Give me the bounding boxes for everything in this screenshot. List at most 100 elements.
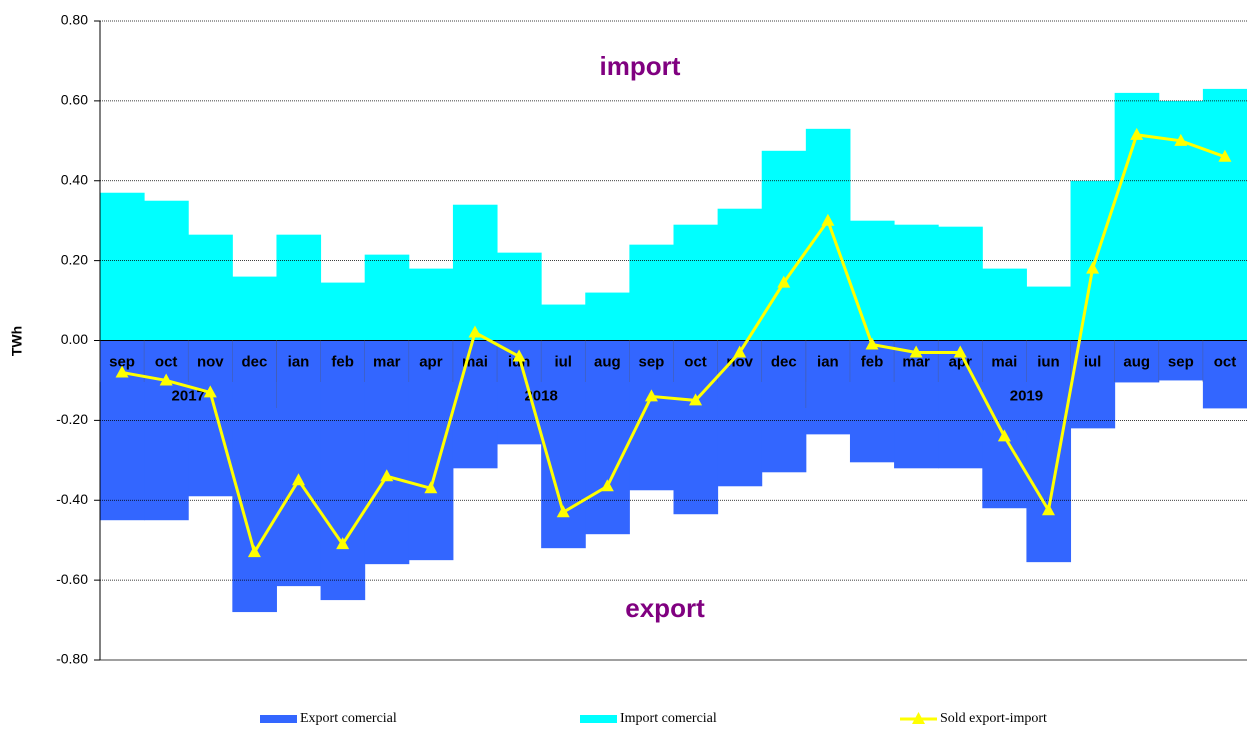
- y-tick-label: 0.20: [61, 251, 88, 267]
- bar: [276, 340, 322, 587]
- year-label: 2017: [172, 387, 205, 404]
- y-tick-label: -0.20: [56, 411, 88, 427]
- bar: [408, 268, 454, 341]
- x-tick-label: oct: [155, 353, 178, 370]
- year-label: 2019: [1010, 387, 1043, 404]
- bar: [894, 224, 939, 341]
- y-axis-label: TWh: [9, 326, 25, 356]
- bar: [673, 224, 719, 341]
- bar: [408, 340, 454, 561]
- bar: [629, 244, 674, 341]
- marker: [336, 537, 350, 550]
- bar: [1202, 88, 1247, 341]
- bar: [894, 340, 939, 469]
- bar: [497, 252, 542, 341]
- x-tick-label: aug: [1123, 353, 1150, 370]
- bar: [1026, 286, 1072, 341]
- x-tick-label: feb: [331, 353, 354, 370]
- x-tick-label: dec: [241, 353, 267, 370]
- bar: [541, 304, 586, 341]
- bar: [982, 340, 1027, 509]
- bar: [805, 340, 851, 435]
- x-tick-label: iun: [1037, 353, 1060, 370]
- y-tick-label: 0.80: [61, 12, 88, 28]
- x-tick-label: ian: [288, 353, 310, 370]
- x-tick-label: mar: [902, 353, 930, 370]
- bar: [585, 340, 630, 535]
- y-tick-label: -0.40: [56, 491, 88, 507]
- marker: [556, 505, 570, 518]
- x-tick-label: oct: [684, 353, 707, 370]
- x-tick-label: sep: [1168, 353, 1194, 370]
- legend-label: Sold export-import: [940, 711, 1047, 726]
- y-tick-label: 0.00: [61, 331, 88, 347]
- legend-label: Import comercial: [620, 711, 717, 726]
- bar: [1158, 340, 1204, 381]
- marker: [1130, 127, 1144, 140]
- legend-swatch: [260, 715, 297, 723]
- bar: [364, 254, 410, 341]
- annotation: import: [600, 51, 681, 81]
- bar: [452, 204, 498, 341]
- marker: [600, 479, 614, 492]
- bar: [982, 268, 1027, 341]
- bar: [761, 150, 807, 341]
- marker: [1086, 261, 1100, 274]
- bar: [761, 340, 807, 473]
- marker: [997, 429, 1011, 442]
- marker: [424, 481, 438, 494]
- bar: [232, 276, 277, 341]
- x-tick-label: sep: [639, 353, 665, 370]
- bar: [673, 340, 719, 515]
- marker: [1041, 503, 1055, 516]
- bar: [452, 340, 498, 469]
- x-tick-label: sep: [109, 353, 135, 370]
- bar: [188, 340, 233, 497]
- x-tick-label: iul: [554, 353, 572, 370]
- x-tick-label: dec: [771, 353, 797, 370]
- bar: [144, 200, 189, 341]
- marker: [512, 349, 526, 362]
- marker: [865, 337, 879, 350]
- bar: [144, 340, 189, 521]
- x-tick-label: mai: [991, 353, 1017, 370]
- bar: [364, 340, 410, 565]
- line: [121, 133, 1226, 556]
- bar: [717, 208, 763, 341]
- marker: [292, 473, 306, 486]
- x-tick-label: apr: [419, 353, 443, 370]
- bar: [276, 234, 322, 341]
- bar: [938, 226, 983, 341]
- bar: [849, 220, 895, 341]
- y-tick-label: 0.60: [61, 92, 88, 108]
- marker: [733, 345, 747, 358]
- bar: [320, 340, 366, 601]
- annotation: export: [625, 593, 705, 623]
- x-tick-label: ian: [817, 353, 839, 370]
- bar: [232, 340, 277, 613]
- legend-label: Export comercial: [300, 711, 397, 726]
- bar: [320, 282, 366, 341]
- marker: [468, 325, 482, 338]
- marker: [953, 345, 967, 358]
- y-tick-label: -0.60: [56, 571, 88, 587]
- bar: [717, 340, 763, 487]
- legend-swatch: [580, 715, 617, 723]
- x-tick-label: oct: [1214, 353, 1237, 370]
- bar: [1202, 340, 1247, 409]
- x-tick-label: nov: [197, 353, 224, 370]
- marker: [380, 469, 394, 482]
- bar: [938, 340, 983, 469]
- marker: [1174, 133, 1188, 146]
- marker: [115, 365, 129, 378]
- marker: [777, 275, 791, 288]
- marker: [203, 385, 217, 398]
- x-tick-label: iul: [1084, 353, 1102, 370]
- marker: [247, 545, 261, 558]
- bar: [100, 192, 145, 341]
- x-tick-label: mar: [373, 353, 401, 370]
- marker: [909, 345, 923, 358]
- bar: [629, 340, 674, 491]
